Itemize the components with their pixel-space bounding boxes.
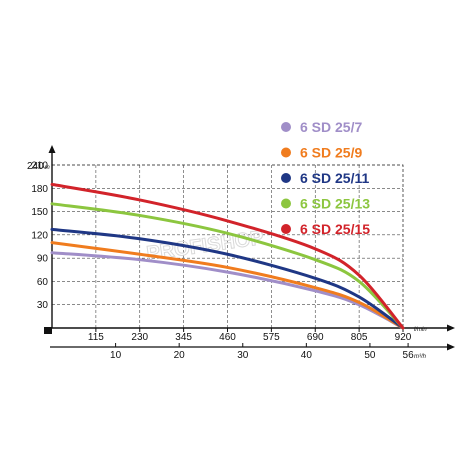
secondary-tick-label: 56 (403, 350, 415, 361)
series-line-3 (50, 227, 405, 330)
legend-marker-2 (281, 147, 291, 158)
y-tick-label: 180 (31, 184, 48, 195)
legend: 6 SD 25/7 6 SD 25/9 6 SD 25/11 6 SD 25/13 6 … (281, 119, 370, 237)
y-axis-unit: m (45, 165, 50, 171)
series-line-1 (50, 251, 405, 330)
x-tick-label: 690 (307, 332, 324, 343)
y-tick-label: 150 (31, 207, 48, 218)
y-tick-label: 120 (31, 230, 48, 241)
legend-label-1: 6 SD 25/7 (300, 119, 362, 135)
series-line-2 (50, 241, 405, 330)
y-axis-arrow (48, 145, 56, 153)
legend-label-3: 6 SD 25/11 (300, 170, 369, 186)
axes: 30 60 90 120 150 180 210 115 230 345 460 575 690 805 9… (27, 145, 455, 361)
x-tick-label: 460 (219, 332, 236, 343)
series-line-4 (50, 202, 405, 330)
secondary-tick-label: 50 (364, 350, 376, 361)
legend-label-4: 6 SD 25/13 (300, 196, 370, 212)
origin-marker (44, 327, 52, 334)
y-axis-label: 240m (27, 161, 50, 172)
x-tick-label: 115 (88, 332, 104, 343)
x-axis-unit: l/min (414, 327, 427, 333)
y-tick-label: 60 (37, 277, 49, 288)
secondary-tick-label: 20 (174, 350, 186, 361)
legend-marker-4 (281, 198, 291, 209)
x-tick-label: 920 (395, 332, 412, 343)
x-axis-arrow (447, 324, 455, 332)
secondary-tick-label: 30 (237, 350, 249, 361)
x-tick-label: 345 (175, 332, 192, 343)
legend-marker-1 (281, 122, 291, 132)
series-line-5 (50, 182, 405, 330)
x-tick-label: 805 (351, 332, 368, 343)
y-tick-label: 30 (37, 300, 49, 311)
secondary-axis-arrow (447, 343, 455, 351)
y-tick-label: 210 (31, 161, 48, 172)
legend-label-5: 6 SD 25/15 (300, 221, 370, 237)
x-tick-label: 230 (131, 332, 148, 343)
secondary-axis-unit: m³/h (414, 354, 427, 360)
secondary-tick-label: 10 (110, 350, 122, 361)
legend-marker-3 (281, 173, 291, 183)
legend-label-2: 6 SD 25/9 (300, 145, 362, 161)
y-tick-label: 90 (37, 254, 49, 265)
y-axis-value: 240 (27, 161, 44, 172)
series-layer (50, 182, 405, 330)
x-tick-label: 575 (263, 332, 280, 343)
secondary-tick-label: 40 (301, 350, 313, 361)
legend-marker-5 (281, 224, 291, 234)
